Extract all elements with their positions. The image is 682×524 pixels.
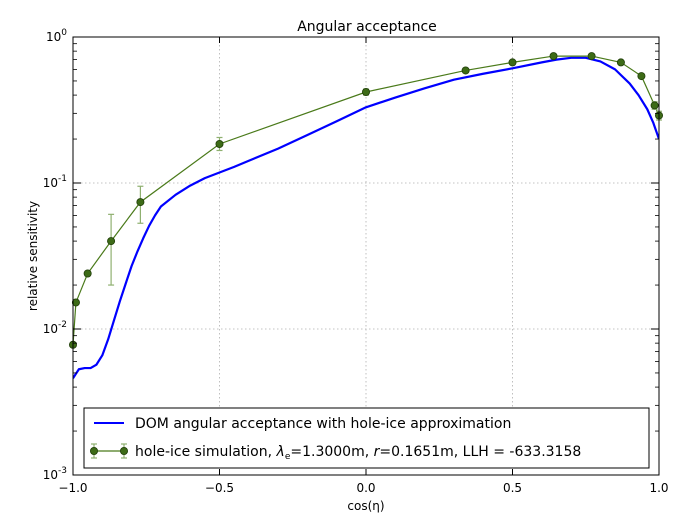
y-axis-label: relative sensitivity xyxy=(26,201,40,311)
y-tick-label: 10-2 xyxy=(43,320,67,336)
legend: DOM angular acceptance with hole-ice app… xyxy=(83,407,650,469)
data-point xyxy=(215,139,224,148)
data-point xyxy=(83,269,92,278)
axis-ticks: −1.0 −0.5 0.0 0.5 1.0 100 10-1 10-2 10-3 xyxy=(43,28,669,495)
x-tick-label: −0.5 xyxy=(205,481,234,495)
legend-box xyxy=(83,407,650,469)
data-point xyxy=(587,52,596,61)
data-point xyxy=(107,237,116,246)
data-point xyxy=(616,58,625,67)
data-point xyxy=(637,72,646,81)
legend-swatch-sim xyxy=(90,443,129,459)
series-line-dom xyxy=(73,56,659,379)
x-tick-label: −1.0 xyxy=(58,481,87,495)
legend-label-sim: hole-ice simulation, λe=1.3000m, r=0.165… xyxy=(135,444,581,462)
x-tick-label: 1.0 xyxy=(649,481,668,495)
data-point xyxy=(461,66,470,75)
y-tick-label: 100 xyxy=(46,28,67,44)
x-tick-label: 0.5 xyxy=(503,481,522,495)
y-tick-label: 10-1 xyxy=(43,174,67,190)
y-tick-label: 10-3 xyxy=(43,466,67,482)
chart-title: Angular acceptance xyxy=(297,19,437,35)
data-point xyxy=(136,198,145,207)
legend-label-dom: DOM angular acceptance with hole-ice app… xyxy=(135,416,511,432)
data-point xyxy=(508,58,517,67)
x-tick-label: 0.0 xyxy=(356,481,375,495)
data-point xyxy=(361,88,370,97)
x-axis-label: cos(η) xyxy=(347,499,384,513)
data-point xyxy=(71,298,80,307)
data-point xyxy=(650,101,659,110)
data-point xyxy=(549,52,558,61)
